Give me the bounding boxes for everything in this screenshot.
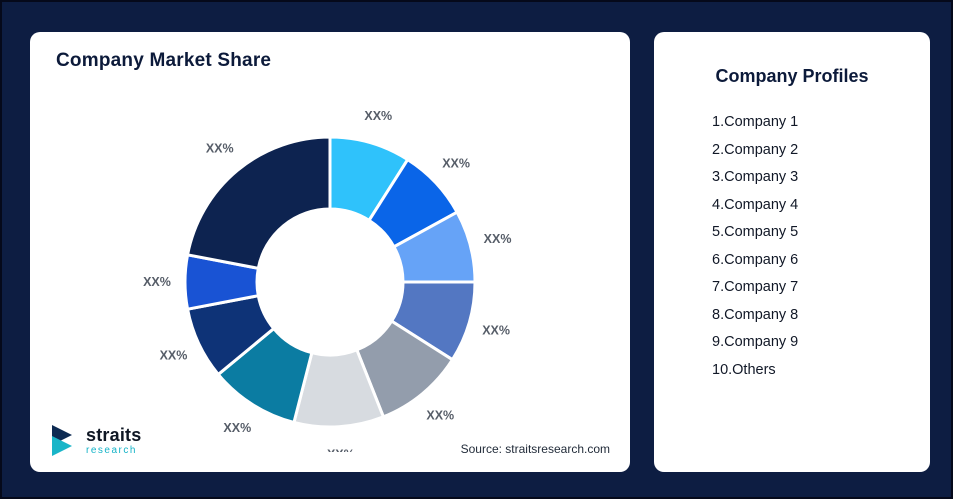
segment-label: XX% xyxy=(482,323,510,337)
company-list: 1.Company 1 2.Company 2 3.Company 3 4.Compa… xyxy=(712,109,930,384)
list-item: 9.Company 9 xyxy=(712,334,799,350)
segment-label: XX% xyxy=(143,275,171,289)
segment-label: XX% xyxy=(327,448,355,452)
donut-segment xyxy=(186,135,332,270)
segment-label: XX% xyxy=(206,142,234,156)
segment-label: XX% xyxy=(426,408,454,422)
list-item: 5.Company 5 xyxy=(712,224,799,240)
market-share-card: Company Market Share XX% XX% XX% XX% XX% XX% X… xyxy=(30,32,630,472)
straits-logo-icon xyxy=(52,425,72,456)
list-item: 2.Company 2 xyxy=(712,141,799,158)
company-profiles-card: Company Profiles 1.Company 1 2.Company 2 3… xyxy=(654,32,930,472)
list-item: 1.Company 1 xyxy=(712,114,799,130)
list-item: 8.Company 8 xyxy=(712,306,799,323)
list-item: 4.Company 4 xyxy=(712,196,799,213)
segment-label: XX% xyxy=(223,421,251,435)
list-item: 3.Company 3 xyxy=(712,169,799,185)
logo-subtitle: research xyxy=(86,445,137,456)
list-item: 7.Company 7 xyxy=(712,279,799,295)
donut-chart: XX% XX% XX% XX% XX% XX% XX% XX% XX% XX% xyxy=(143,109,512,452)
chart-title: Company Market Share xyxy=(56,50,272,71)
straits-research-logo: straits research xyxy=(50,424,141,458)
source-note: Source: straitsresearch.com xyxy=(460,442,610,456)
logo-name: straits xyxy=(86,425,142,445)
segment-label: XX% xyxy=(442,157,470,171)
segment-label: XX% xyxy=(160,349,188,363)
segment-label: XX% xyxy=(484,232,512,246)
list-item: 10.Others xyxy=(712,361,776,378)
list-item: 6.Company 6 xyxy=(712,251,799,268)
segment-label: XX% xyxy=(364,109,392,123)
profiles-title: Company Profiles xyxy=(715,66,869,86)
